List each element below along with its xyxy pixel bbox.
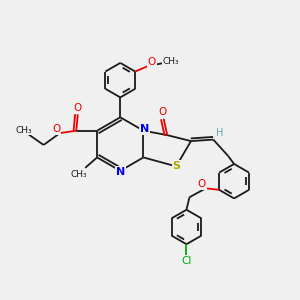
Text: CH₃: CH₃ — [163, 57, 179, 66]
Text: S: S — [173, 161, 181, 171]
Text: N: N — [116, 167, 125, 177]
Text: O: O — [52, 124, 60, 134]
Text: O: O — [147, 57, 156, 67]
Text: H: H — [215, 128, 223, 138]
Text: O: O — [74, 103, 82, 113]
Text: O: O — [198, 179, 206, 190]
Text: Cl: Cl — [181, 256, 192, 266]
Text: O: O — [158, 107, 166, 117]
Text: CH₃: CH₃ — [71, 170, 88, 179]
Text: N: N — [140, 124, 150, 134]
Text: CH₃: CH₃ — [16, 126, 33, 135]
